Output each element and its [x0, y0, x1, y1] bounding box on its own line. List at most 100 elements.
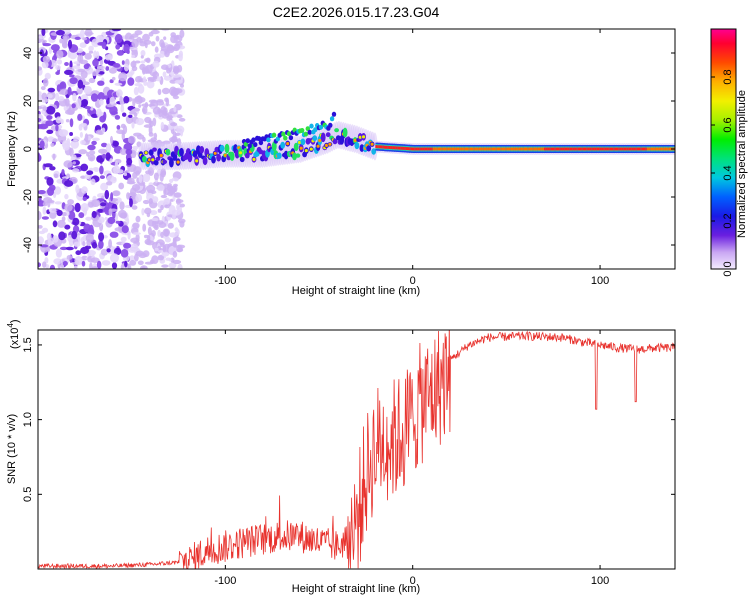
- ridge-band-core: [626, 147, 630, 151]
- ridge-band-core: [566, 147, 569, 151]
- ridge-cell: [280, 141, 286, 149]
- noise-blob: [108, 67, 117, 74]
- noise-blob: [58, 231, 66, 241]
- noise-blob: [147, 226, 152, 236]
- ridge-band-core: [599, 147, 603, 151]
- ridge-band-core: [525, 147, 529, 151]
- noise-blob: [88, 77, 96, 84]
- ridge-band-core: [643, 147, 647, 151]
- ridge-hotspot: [151, 158, 155, 162]
- noise-blob: [142, 33, 150, 42]
- snr-x-axis-label: Height of straight line (km): [292, 583, 420, 595]
- noise-blob: [132, 222, 140, 229]
- ridge-band-core: [665, 147, 668, 151]
- ridge-band-core: [469, 147, 473, 151]
- snr-y-multiplier: (x104): [6, 319, 21, 349]
- noise-blob: [115, 220, 121, 224]
- ridge-band-core: [471, 147, 475, 151]
- noise-blob: [105, 66, 110, 71]
- noise-blob: [66, 255, 73, 260]
- noise-blob: [82, 196, 88, 201]
- noise-blob: [86, 151, 90, 157]
- ridge-cell: [293, 142, 299, 152]
- noise-blob: [77, 79, 84, 89]
- noise-blob: [174, 227, 179, 232]
- noise-blob: [142, 250, 150, 258]
- ridge-band-core: [463, 147, 466, 151]
- noise-blob: [48, 207, 57, 213]
- noise-blob: [44, 72, 51, 80]
- noise-blob: [173, 106, 177, 113]
- ridge-cell: [295, 153, 301, 158]
- noise-blob: [106, 97, 110, 105]
- noise-blob: [39, 123, 48, 130]
- snr-y-multiplier-close: ): [9, 319, 21, 323]
- ridge-cell: [371, 148, 377, 155]
- noise-blob: [121, 225, 129, 234]
- noise-blob: [79, 131, 83, 138]
- noise-blob: [62, 29, 71, 35]
- noise-blob: [38, 225, 43, 229]
- noise-blob: [82, 241, 86, 247]
- ridge-band-core: [621, 147, 625, 151]
- ridge-band-core: [641, 147, 645, 151]
- noise-blob: [67, 86, 72, 96]
- noise-blob: [56, 49, 64, 59]
- noise-blob: [91, 210, 97, 219]
- ridge-band-core: [631, 147, 635, 151]
- noise-blob: [41, 216, 50, 220]
- noise-blob: [106, 181, 113, 186]
- noise-blob: [163, 36, 167, 41]
- noise-blob: [42, 206, 47, 215]
- x-tick-label: -100: [214, 275, 236, 287]
- branch-cell: [245, 138, 250, 144]
- noise-blob: [56, 84, 61, 92]
- noise-blob: [118, 72, 128, 82]
- noise-blob: [98, 148, 108, 154]
- noise-blob: [42, 201, 48, 207]
- noise-blob: [151, 255, 159, 264]
- noise-blob: [81, 186, 88, 194]
- ridge-band-core: [653, 147, 657, 151]
- noise-blob: [140, 60, 146, 64]
- ridge-band-core: [399, 146, 402, 150]
- noise-blob: [105, 143, 112, 153]
- noise-blob: [70, 139, 80, 149]
- noise-blob: [104, 54, 113, 61]
- noise-blob: [109, 253, 120, 263]
- noise-blob: [84, 106, 92, 110]
- noise-blob: [92, 58, 99, 67]
- ridge-cell: [342, 127, 348, 138]
- ridge-hotspot: [324, 143, 329, 147]
- noise-blob: [168, 187, 176, 195]
- y-tick-label: -40: [22, 237, 34, 253]
- noise-blob: [84, 174, 90, 180]
- noise-blob: [56, 59, 63, 65]
- noise-blob: [151, 41, 156, 47]
- noise-blob: [172, 131, 177, 139]
- noise-blob: [38, 210, 42, 221]
- ridge-band-core: [473, 147, 476, 151]
- noise-blob: [126, 181, 136, 185]
- noise-blob: [144, 238, 152, 245]
- ridge-band-core: [414, 147, 417, 151]
- noise-blob: [112, 140, 120, 147]
- noise-blob: [53, 173, 59, 179]
- ridge-band-core: [437, 147, 441, 151]
- noise-blob: [79, 59, 88, 65]
- noise-blob: [103, 111, 107, 121]
- noise-blob: [98, 232, 105, 242]
- ridge-band-core: [498, 147, 502, 151]
- noise-blob: [128, 114, 133, 119]
- noise-blob: [86, 170, 94, 175]
- noise-blob: [149, 120, 154, 128]
- noise-blob: [65, 246, 74, 251]
- noise-blob: [42, 261, 47, 268]
- noise-blob: [122, 112, 127, 117]
- noise-blob: [68, 51, 78, 60]
- spectrogram-marks: [38, 29, 675, 269]
- ridge-band-core: [648, 147, 652, 151]
- noise-blob: [104, 189, 110, 200]
- ridge-band-core: [451, 147, 454, 151]
- noise-blob: [144, 42, 148, 49]
